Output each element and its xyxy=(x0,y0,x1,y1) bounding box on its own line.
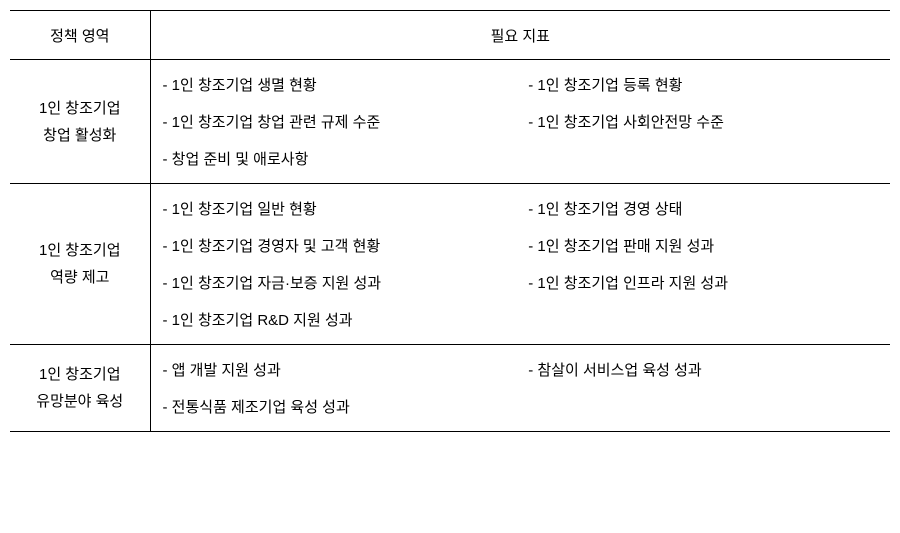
category-cell: 1인 창조기업유망분야 육성 xyxy=(10,345,150,432)
indicator-row: 1인 창조기업 생멸 현황 1인 창조기업 등록 현황 xyxy=(159,66,891,103)
indicator-item: 1인 창조기업 자금·보증 지원 성과 xyxy=(163,275,382,292)
indicator-right: 1인 창조기업 인프라 지원 성과 xyxy=(524,264,890,301)
indicator-left: 1인 창조기업 일반 현황 xyxy=(159,190,525,227)
header-policy-area: 정책 영역 xyxy=(10,11,150,60)
indicator-row: 1인 창조기업 일반 현황 1인 창조기업 경영 상태 xyxy=(159,190,891,227)
indicator-left: 1인 창조기업 생멸 현황 xyxy=(159,66,525,103)
indicator-item: 1인 창조기업 경영 상태 xyxy=(528,201,682,218)
indicator-item: 1인 창조기업 R&D 지원 성과 xyxy=(163,312,353,329)
category-cell: 1인 창조기업역량 제고 xyxy=(10,184,150,345)
indicator-item: 참살이 서비스업 육성 성과 xyxy=(528,362,701,379)
indicator-left: 1인 창조기업 R&D 지원 성과 xyxy=(159,301,525,338)
indicator-item: 1인 창조기업 판매 지원 성과 xyxy=(528,238,714,255)
indicator-item: 1인 창조기업 경영자 및 고객 현황 xyxy=(163,238,381,255)
indicator-row: 1인 창조기업 창업 관련 규제 수준 1인 창조기업 사회안전망 수준 xyxy=(159,103,891,140)
indicator-right: 1인 창조기업 사회안전망 수준 xyxy=(524,103,890,140)
indicator-right xyxy=(524,388,890,425)
indicator-item: 1인 창조기업 창업 관련 규제 수준 xyxy=(163,114,381,131)
indicator-left: 1인 창조기업 자금·보증 지원 성과 xyxy=(159,264,525,301)
indicator-left: 전통식품 제조기업 육성 성과 xyxy=(159,388,525,425)
indicator-row: 창업 준비 및 애로사항 xyxy=(159,140,891,177)
indicator-row: 앱 개발 지원 성과 참살이 서비스업 육성 성과 xyxy=(159,351,891,388)
indicator-item: 전통식품 제조기업 육성 성과 xyxy=(163,399,350,416)
indicator-item: 1인 창조기업 일반 현황 xyxy=(163,201,317,218)
indicator-row: 1인 창조기업 자금·보증 지원 성과 1인 창조기업 인프라 지원 성과 xyxy=(159,264,891,301)
indicator-row: 전통식품 제조기업 육성 성과 xyxy=(159,388,891,425)
indicator-left: 앱 개발 지원 성과 xyxy=(159,351,525,388)
indicator-item: 앱 개발 지원 성과 xyxy=(163,362,281,379)
indicator-right: 1인 창조기업 판매 지원 성과 xyxy=(524,227,890,264)
indicator-right xyxy=(524,140,890,177)
indicator-left: 창업 준비 및 애로사항 xyxy=(159,140,525,177)
indicator-row: 1인 창조기업 경영자 및 고객 현황 1인 창조기업 판매 지원 성과 xyxy=(159,227,891,264)
indicator-item: 창업 준비 및 애로사항 xyxy=(163,151,309,168)
indicators-cell: 앱 개발 지원 성과 참살이 서비스업 육성 성과전통식품 제조기업 육성 성과 xyxy=(150,345,890,432)
indicator-left: 1인 창조기업 경영자 및 고객 현황 xyxy=(159,227,525,264)
header-indicators: 필요 지표 xyxy=(150,11,890,60)
indicator-right: 1인 창조기업 경영 상태 xyxy=(524,190,890,227)
indicator-left: 1인 창조기업 창업 관련 규제 수준 xyxy=(159,103,525,140)
indicator-row: 1인 창조기업 R&D 지원 성과 xyxy=(159,301,891,338)
indicator-right: 참살이 서비스업 육성 성과 xyxy=(524,351,890,388)
indicator-right: 1인 창조기업 등록 현황 xyxy=(524,66,890,103)
policy-table: 정책 영역 필요 지표 1인 창조기업창업 활성화1인 창조기업 생멸 현황1인… xyxy=(10,10,890,432)
indicator-item: 1인 창조기업 사회안전망 수준 xyxy=(528,114,724,131)
category-cell: 1인 창조기업창업 활성화 xyxy=(10,60,150,184)
indicators-cell: 1인 창조기업 일반 현황 1인 창조기업 경영 상태 1인 창조기업 경영자 및 … xyxy=(150,184,890,345)
indicator-item: 1인 창조기업 인프라 지원 성과 xyxy=(528,275,728,292)
indicator-item: 1인 창조기업 생멸 현황 xyxy=(163,77,317,94)
indicator-right xyxy=(524,301,890,338)
indicator-item: 1인 창조기업 등록 현황 xyxy=(528,77,682,94)
indicators-cell: 1인 창조기업 생멸 현황 1인 창조기업 등록 현황 1인 창조기업 창업 관련 … xyxy=(150,60,890,184)
